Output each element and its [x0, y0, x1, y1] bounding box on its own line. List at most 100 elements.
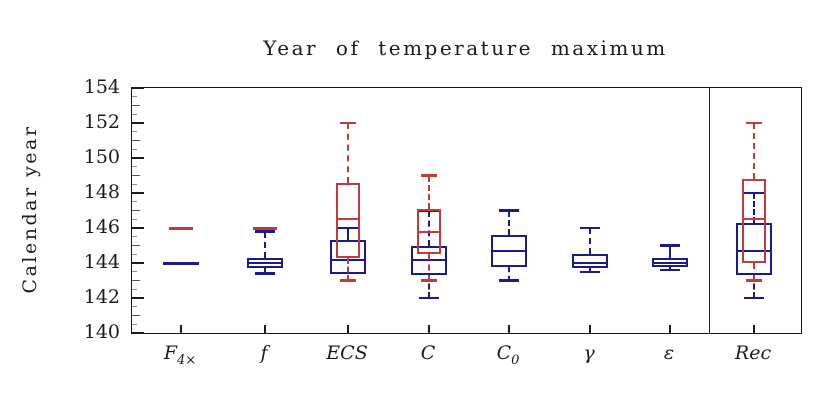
- boxplot-lower-cap-blue-ensemble-γ: [580, 270, 600, 273]
- boxplot-upper-whisker-blue-ensemble-C0: [508, 210, 510, 235]
- chart-title: Year of temperature maximum: [263, 36, 668, 60]
- x-tick: [347, 325, 349, 333]
- x-category-label-γ: γ: [544, 341, 634, 365]
- y-tick-label-146: 146: [83, 216, 120, 238]
- x-category-label-text: F: [163, 342, 177, 364]
- boxplot-lower-whisker-blue-ensemble-C0: [508, 266, 510, 281]
- x-category-label-subscript: 0: [511, 353, 520, 368]
- boxplot-upper-cap-red-ensemble-ECS: [340, 121, 356, 125]
- y-tick: [132, 131, 137, 133]
- boxplot-box-red-ensemble-Rec: [742, 179, 766, 263]
- y-axis-label: Calendar year: [19, 124, 41, 294]
- y-tick-label-144: 144: [83, 251, 120, 273]
- boxplot-median-red-ensemble-Rec: [742, 218, 766, 221]
- boxplot-upper-whisker-blue-ensemble-C: [428, 210, 430, 246]
- boxplot-lower-cap-blue-ensemble-f: [255, 272, 275, 275]
- boxplot-lower-cap-blue-ensemble-C0: [499, 279, 519, 282]
- boxplot-upper-whisker-blue-ensemble-ε: [669, 245, 671, 258]
- y-tick: [132, 104, 140, 107]
- y-tick: [132, 244, 140, 247]
- y-tick: [132, 209, 140, 212]
- boxplot-median-red-ensemble-ECS: [336, 218, 360, 221]
- y-tick-label-148: 148: [83, 181, 120, 203]
- boxplot-flat-red-ensemble-F4×: [169, 226, 193, 230]
- x-category-label-text: ε: [663, 342, 675, 364]
- y-tick: [132, 288, 137, 290]
- boxplot-upper-whisker-blue-ensemble-Rec: [753, 193, 755, 223]
- x-category-label-C0: C0: [463, 341, 553, 373]
- boxplot-upper-cap-blue-ensemble-Rec: [744, 191, 764, 195]
- x-category-label-Rec: Rec: [708, 341, 798, 365]
- x-category-label-ε: ε: [624, 341, 714, 365]
- boxplot-flat-red-ensemble-f: [253, 226, 277, 230]
- boxplot-upper-cap-blue-ensemble-ECS: [338, 226, 358, 230]
- x-category-label-text: γ: [583, 342, 595, 364]
- x-tick: [753, 325, 755, 333]
- x-tick: [428, 325, 430, 333]
- boxplot-lower-cap-red-ensemble-ECS: [340, 279, 356, 282]
- boxplot-lower-whisker-red-ensemble-Rec: [753, 263, 755, 281]
- boxplot-median-red-ensemble-C: [417, 230, 441, 233]
- boxplot-lower-cap-red-ensemble-Rec: [746, 279, 762, 282]
- y-tick: [132, 236, 137, 238]
- y-tick-label-154: 154: [83, 76, 120, 98]
- y-tick: [132, 157, 144, 159]
- boxplot-upper-whisker-red-ensemble-C: [428, 175, 430, 209]
- boxplot-upper-cap-blue-ensemble-f: [255, 230, 275, 233]
- boxplot-upper-whisker-red-ensemble-Rec: [753, 123, 755, 179]
- boxplot-lower-whisker-blue-ensemble-ε: [669, 266, 671, 270]
- boxplot-upper-whisker-red-ensemble-ECS: [347, 123, 349, 183]
- y-tick: [132, 113, 137, 115]
- y-tick: [132, 323, 137, 325]
- boxplot-lower-whisker-red-ensemble-C: [428, 254, 430, 281]
- y-tick-label-152: 152: [83, 111, 120, 133]
- x-category-label-F4×: F4×: [135, 341, 225, 373]
- y-tick: [132, 218, 137, 220]
- boxplot-lower-whisker-blue-ensemble-Rec: [753, 275, 755, 298]
- y-tick: [132, 148, 137, 150]
- y-tick: [132, 96, 137, 98]
- y-tick: [132, 306, 137, 308]
- y-tick: [132, 262, 144, 264]
- boxplot-median-blue-ensemble-C0: [491, 249, 527, 252]
- y-tick-label-150: 150: [83, 146, 120, 168]
- boxplot-lower-whisker-blue-ensemble-f: [264, 268, 266, 274]
- y-tick-label-140: 140: [83, 321, 120, 343]
- y-tick: [132, 271, 137, 273]
- boxplot-lower-cap-red-ensemble-C: [421, 279, 437, 282]
- x-tick: [180, 325, 182, 333]
- boxplot-median-blue-ensemble-ε: [652, 262, 688, 264]
- boxplot-upper-cap-red-ensemble-C: [421, 174, 437, 177]
- y-tick: [132, 227, 144, 229]
- boxplot-upper-cap-blue-ensemble-C0: [499, 209, 519, 212]
- y-tick: [132, 192, 144, 194]
- y-tick: [132, 279, 140, 282]
- boxplot-lower-whisker-red-ensemble-ECS: [347, 257, 349, 281]
- boxplot-median-blue-ensemble-Rec: [736, 249, 772, 252]
- x-category-label-text: f: [260, 342, 268, 364]
- x-category-label-subscript: 4×: [177, 353, 197, 368]
- y-tick: [132, 139, 140, 142]
- x-tick: [669, 325, 671, 333]
- y-tick: [132, 253, 137, 255]
- y-tick: [132, 87, 144, 89]
- boxplot-upper-cap-red-ensemble-Rec: [746, 121, 762, 125]
- x-category-label-text: C: [420, 342, 436, 364]
- x-category-label-text: ECS: [326, 342, 368, 364]
- boxplot-lower-cap-blue-ensemble-C: [419, 296, 439, 300]
- boxplot-upper-cap-blue-ensemble-γ: [580, 226, 600, 230]
- boxplot-upper-whisker-blue-ensemble-γ: [589, 228, 591, 255]
- boxplot-median-blue-ensemble-f: [247, 262, 283, 264]
- boxplot-lower-whisker-blue-ensemble-γ: [589, 268, 591, 272]
- y-tick: [132, 122, 144, 124]
- x-category-label-C: C: [383, 341, 473, 365]
- plot-area: [131, 87, 802, 334]
- y-tick: [132, 314, 140, 317]
- y-tick: [132, 332, 144, 334]
- boxplot-upper-whisker-blue-ensemble-f: [264, 231, 266, 258]
- boxplot-lower-cap-blue-ensemble-Rec: [744, 296, 764, 300]
- x-category-label-text: C: [496, 342, 512, 364]
- boxplot-flat-blue-ensemble-F4×: [163, 261, 199, 265]
- x-category-label-f: f: [219, 341, 309, 365]
